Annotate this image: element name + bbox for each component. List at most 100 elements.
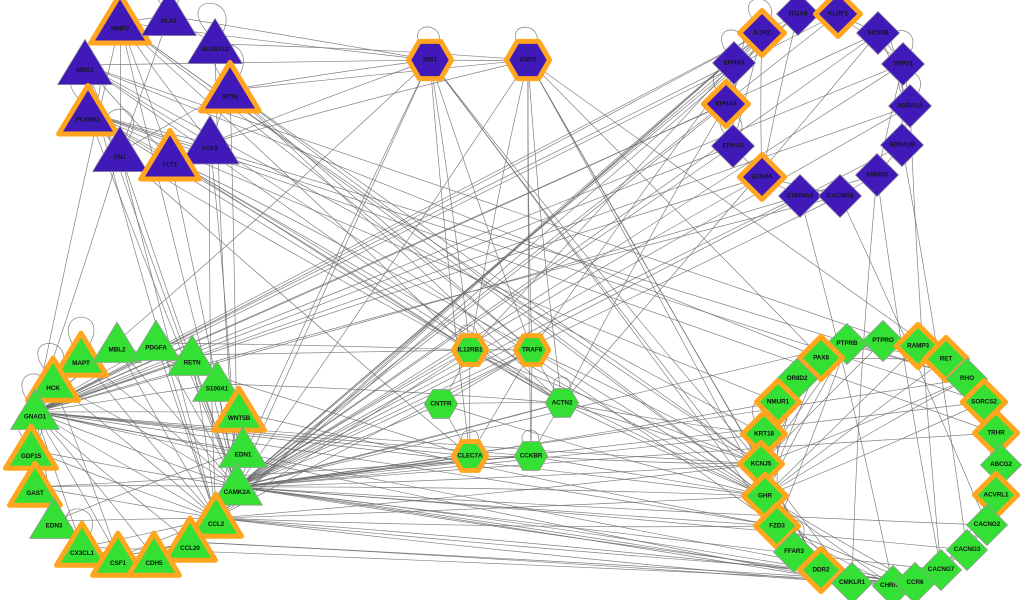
edge (561, 103, 727, 404)
edge (236, 145, 734, 488)
edge (236, 401, 985, 488)
edge (527, 59, 822, 359)
edge (53, 517, 217, 522)
node-shape-triangle (54, 520, 110, 568)
self-loop-edge (890, 30, 914, 55)
graph-node-ccr6[interactable]: CCR6 (894, 562, 937, 600)
node-shape-triangle (53, 330, 109, 378)
edge (236, 455, 471, 488)
edge (561, 402, 765, 435)
self-loop-edge (197, 3, 227, 33)
edge (34, 195, 841, 413)
edge (527, 59, 947, 360)
graph-node-cacng8[interactable]: CACNG8 (818, 174, 863, 219)
edge (760, 378, 968, 465)
graph-node-cntfr[interactable]: CNTFR (423, 386, 459, 422)
node-shape-diamond (856, 11, 900, 55)
graph-node-clec7a[interactable]: CLEC7A (449, 435, 491, 477)
node-shape-diamond (812, 0, 864, 40)
graph-node-cdh5[interactable]: CDH5 (125, 528, 183, 586)
edge (764, 345, 919, 497)
node-shape-hexagon (423, 389, 459, 419)
edge (215, 517, 778, 528)
edge (84, 64, 765, 435)
graph-node-actn2[interactable]: ACTN2 (544, 385, 580, 421)
node-shape-hexagon (513, 441, 549, 471)
graph-node-esr2[interactable]: ESR2 (503, 35, 554, 86)
node-shape-triangle (141, 0, 197, 37)
node-shape-triangle (187, 17, 243, 65)
node-shape-triangle (162, 515, 218, 563)
graph-node-mtin[interactable]: MTIN (198, 58, 263, 123)
graph-node-il12rb1[interactable]: IL12RB1 (449, 329, 491, 371)
node-shape-triangle (131, 319, 181, 361)
edge (229, 89, 533, 351)
node-shape-triangle (188, 491, 244, 539)
edge (209, 142, 778, 527)
edge (229, 89, 766, 497)
edge (561, 402, 766, 497)
graph-node-trpv1[interactable]: TRPV1 (881, 42, 926, 87)
edge-group (16, 0, 1002, 587)
graph-node-flt1[interactable]: FLT1 (138, 126, 203, 191)
edge (53, 449, 244, 522)
graph-node-adra1a[interactable]: ADRA1A (888, 84, 933, 129)
edge (236, 176, 763, 488)
node-shape-triangle (57, 38, 113, 86)
node-shape-diamond (752, 501, 802, 551)
graph-node-chrna4[interactable]: CHRNA4 (778, 174, 823, 219)
edge (34, 103, 727, 413)
edge (34, 411, 762, 465)
node-shape-diamond (796, 545, 846, 595)
edge (469, 349, 762, 465)
edge (764, 378, 968, 497)
edge (236, 486, 942, 571)
node-shape-diamond (818, 174, 862, 218)
edge (236, 62, 735, 488)
edge (429, 59, 533, 351)
node-shape-triangle (138, 127, 202, 182)
edge (34, 145, 734, 413)
node-shape-triangle (198, 59, 262, 114)
node-shape-triangle (92, 321, 142, 363)
graph-node-cmklr1[interactable]: CMKLR1 (831, 562, 874, 600)
edge (760, 340, 884, 465)
edge (169, 157, 766, 497)
edge (236, 486, 968, 551)
node-shape-hexagon (503, 38, 553, 82)
graph-node-epha4[interactable]: EPHA4 (700, 78, 752, 130)
edge (119, 151, 217, 519)
edge (876, 174, 942, 571)
edge (469, 349, 766, 497)
edge (236, 105, 911, 488)
edge (169, 157, 238, 488)
edge (84, 59, 431, 66)
graph-node-irs1[interactable]: IRS1 (405, 35, 456, 86)
edge (189, 541, 853, 584)
edge (236, 486, 853, 584)
graph-node-cckbr[interactable]: CCKBR (513, 438, 549, 474)
node-shape-diamond (796, 333, 846, 383)
edge (209, 142, 217, 519)
graph-node-traf6[interactable]: TRAF6 (511, 329, 553, 371)
edge (236, 343, 848, 488)
edge (440, 403, 766, 497)
edge (34, 411, 244, 451)
edge (236, 403, 442, 488)
edge (216, 383, 563, 404)
node-shape-diamond (888, 84, 932, 128)
edge (236, 463, 762, 488)
edge (169, 157, 563, 404)
node-shape-diamond (711, 124, 755, 168)
edge (215, 349, 533, 519)
node-shape-diamond (736, 151, 788, 203)
edge (229, 59, 529, 91)
node-shape-triangle (218, 426, 268, 468)
edge (764, 401, 985, 497)
self-loop-edge (67, 316, 95, 347)
edge (469, 59, 529, 351)
node-shape-diamond (778, 174, 822, 218)
edge (236, 378, 968, 488)
